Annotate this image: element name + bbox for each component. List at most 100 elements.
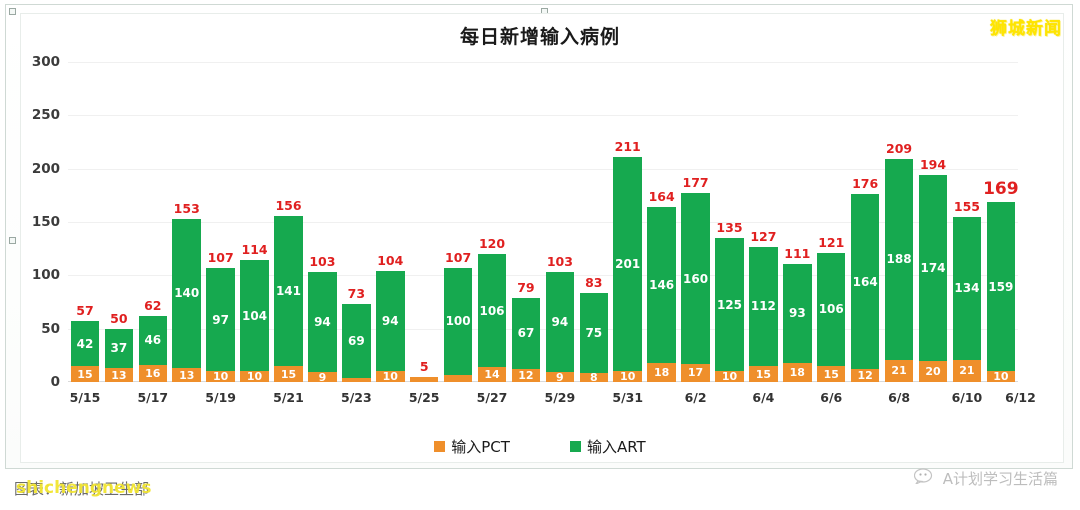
bar-segment-pct[interactable]: 18 bbox=[647, 362, 676, 382]
stacked-bar[interactable]: 100 7 bbox=[443, 267, 473, 382]
legend-item[interactable]: 输入ART bbox=[569, 436, 646, 457]
bar-segment-pct[interactable]: 15 bbox=[274, 366, 303, 382]
stacked-bar[interactable]: 106 14 bbox=[477, 254, 507, 382]
stacked-bar[interactable]: 188 21 bbox=[884, 159, 914, 382]
bar-segment-art[interactable]: 201 bbox=[613, 156, 642, 372]
bar-segment-pct[interactable]: 18 bbox=[783, 362, 812, 382]
bar-segment-pct[interactable]: 10 bbox=[376, 371, 405, 382]
bar-segment-pct[interactable]: 8 bbox=[579, 372, 609, 383]
bar-segment-pct[interactable]: 13 bbox=[172, 368, 201, 382]
bar-segment-art[interactable]: 37 bbox=[104, 328, 134, 369]
stacked-bar[interactable]: 201 10 bbox=[613, 156, 642, 382]
stacked-bar[interactable]: 141 15 bbox=[274, 215, 303, 382]
x-axis-tick: 6/8 bbox=[888, 390, 911, 405]
bar-segment-art[interactable]: 67 bbox=[511, 297, 541, 370]
bar-segment-pct[interactable]: 21 bbox=[884, 359, 914, 382]
stacked-bar[interactable]: 174 20 bbox=[918, 175, 948, 382]
resize-handle-top-left[interactable] bbox=[9, 8, 16, 15]
stacked-bar[interactable]: 112 15 bbox=[749, 246, 778, 382]
bar-segment-art[interactable]: 188 bbox=[884, 159, 914, 360]
stacked-bar[interactable]: 94 9 bbox=[308, 272, 337, 383]
bar-segment-pct[interactable]: 14 bbox=[477, 367, 507, 382]
bar-segment-art[interactable]: 125 bbox=[715, 238, 744, 372]
bar-segment-pct[interactable]: 12 bbox=[850, 369, 880, 382]
bar-value-art: 201 bbox=[615, 257, 641, 272]
bar-segment-pct[interactable]: 16 bbox=[138, 364, 168, 382]
bar-segment-pct[interactable]: 10 bbox=[613, 371, 642, 382]
bar-segment-pct[interactable]: 12 bbox=[511, 369, 541, 383]
stacked-bar[interactable]: 134 21 bbox=[952, 216, 982, 382]
bar-segment-art[interactable]: 104 bbox=[240, 260, 269, 372]
bar-segment-art[interactable]: 69 bbox=[342, 304, 371, 378]
bar-segment-pct[interactable]: 10 bbox=[986, 371, 1016, 382]
bar-segment-art[interactable]: 106 bbox=[817, 252, 846, 366]
source-watermark-group: 图表：新加坡卫生部 shichengnews bbox=[14, 474, 334, 502]
stacked-bar[interactable]: 37 13 bbox=[104, 328, 134, 382]
bar-segment-pct[interactable]: 10 bbox=[206, 371, 235, 382]
bar-segment-art[interactable]: 94 bbox=[545, 272, 575, 373]
bar-segment-pct[interactable]: 9 bbox=[308, 372, 337, 383]
bar-segment-pct[interactable]: 5 bbox=[409, 376, 439, 382]
bar-segment-art[interactable]: 46 bbox=[138, 315, 168, 365]
bar-value-art: 106 bbox=[818, 302, 844, 317]
bar-segment-pct[interactable]: 15 bbox=[749, 366, 778, 382]
bar-segment-art[interactable]: 94 bbox=[308, 272, 337, 373]
bar-segment-art[interactable]: 160 bbox=[681, 193, 710, 364]
stacked-bar[interactable]: 160 17 bbox=[681, 193, 710, 382]
stacked-bar[interactable]: 140 13 bbox=[172, 218, 201, 382]
stacked-bar[interactable]: 42 15 bbox=[70, 321, 100, 382]
bar-segment-pct[interactable]: 10 bbox=[715, 371, 744, 382]
legend-item[interactable]: 输入PCT bbox=[434, 436, 510, 457]
bar-segment-art[interactable]: 106 bbox=[477, 254, 507, 368]
bar-segment-art[interactable]: 97 bbox=[206, 267, 235, 372]
stacked-bar[interactable]: 46 16 bbox=[138, 315, 168, 382]
bar-segment-pct[interactable]: 20 bbox=[918, 360, 948, 382]
bar-segment-pct[interactable]: 17 bbox=[681, 363, 710, 382]
bar-segment-pct[interactable]: 10 bbox=[240, 371, 269, 382]
stacked-bar[interactable]: 93 18 bbox=[783, 263, 812, 382]
stacked-bar[interactable]: 67 12 bbox=[511, 297, 541, 383]
stacked-bar[interactable]: 106 15 bbox=[817, 252, 846, 382]
bar-segment-pct[interactable]: 9 bbox=[545, 372, 575, 383]
stacked-bar[interactable]: 94 9 bbox=[545, 272, 575, 383]
stacked-bar[interactable]: 159 10 bbox=[986, 201, 1016, 382]
stacked-bar[interactable]: 75 8 bbox=[579, 293, 609, 383]
bar-segment-art[interactable]: 94 bbox=[376, 271, 405, 372]
bar-segment-art[interactable]: 140 bbox=[172, 218, 201, 369]
bar-segment-art[interactable]: 164 bbox=[850, 194, 880, 370]
bar-segment-art[interactable]: 146 bbox=[647, 207, 676, 363]
x-axis-slot bbox=[441, 388, 475, 412]
bar-value-pct: 12 bbox=[518, 369, 534, 383]
bar-segment-art[interactable]: 174 bbox=[918, 175, 948, 361]
stacked-bar[interactable]: 69 4 bbox=[342, 304, 371, 382]
bar-value-art: 94 bbox=[551, 315, 569, 330]
bar-segment-art[interactable]: 42 bbox=[70, 321, 100, 366]
bar-total-label: 194 bbox=[919, 157, 947, 173]
bar-segment-art[interactable]: 112 bbox=[749, 246, 778, 366]
stacked-bar[interactable]: 97 10 bbox=[206, 267, 235, 382]
bar-segment-pct[interactable]: 15 bbox=[70, 366, 100, 382]
stacked-bar[interactable]: 164 12 bbox=[850, 194, 880, 382]
stacked-bar[interactable]: 05 bbox=[409, 376, 439, 382]
bar-segment-art[interactable]: 100 bbox=[443, 267, 473, 375]
stacked-bar[interactable]: 146 18 bbox=[647, 207, 676, 382]
resize-handle-middle-left[interactable] bbox=[9, 237, 16, 244]
bar-segment-art[interactable]: 93 bbox=[783, 263, 812, 363]
bar-slot: 97 10 107 bbox=[204, 62, 238, 382]
bar-segment-pct[interactable]: 4 bbox=[342, 377, 371, 382]
x-axis-slot: 5/25 bbox=[407, 388, 441, 412]
bar-segment-pct[interactable]: 21 bbox=[952, 359, 982, 382]
stacked-bar[interactable]: 125 10 bbox=[715, 238, 744, 382]
stacked-bar[interactable]: 104 10 bbox=[240, 260, 269, 382]
bar-segment-art[interactable]: 141 bbox=[274, 215, 303, 366]
bar-segment-art[interactable]: 159 bbox=[986, 201, 1016, 372]
stacked-bar[interactable]: 94 10 bbox=[376, 271, 405, 382]
bar-segment-art[interactable]: 75 bbox=[579, 293, 609, 374]
x-axis-tick: 5/19 bbox=[205, 390, 236, 405]
bar-segment-pct[interactable]: 7 bbox=[443, 374, 473, 382]
bar-value-pct: 20 bbox=[925, 364, 941, 378]
bar-segment-pct[interactable]: 15 bbox=[817, 366, 846, 382]
bar-segment-pct[interactable]: 13 bbox=[104, 368, 134, 382]
bar-segment-art[interactable]: 134 bbox=[952, 216, 982, 360]
